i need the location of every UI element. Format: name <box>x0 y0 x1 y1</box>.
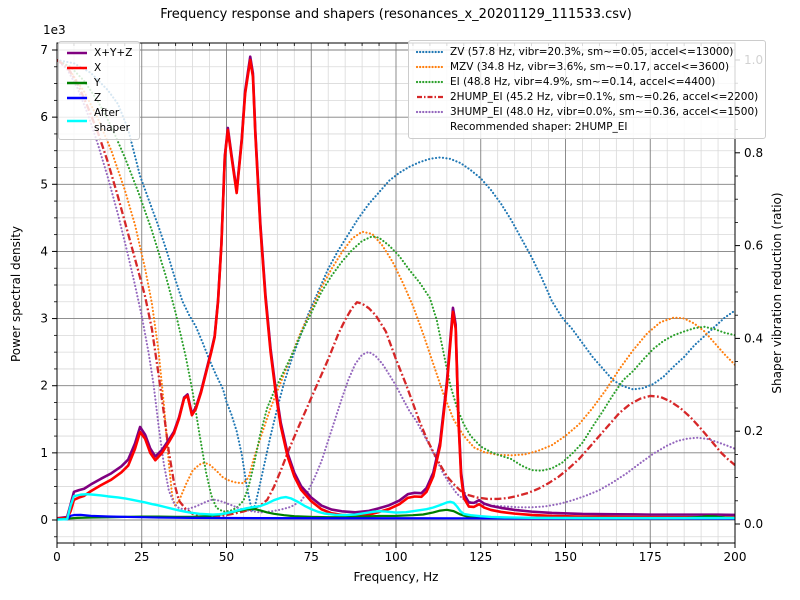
chart-title: Frequency response and shapers (resonanc… <box>160 7 632 22</box>
legend-item: Z <box>66 91 132 106</box>
legend-item: 3HUMP_EI (48.0 Hz, vibr=0.0%, sm~=0.36, … <box>416 105 758 120</box>
y-left-tick-label: 1 <box>40 446 48 460</box>
legend-item-label: Y <box>94 76 101 89</box>
legend-swatch-solid <box>67 119 87 122</box>
x-tick-label: 75 <box>304 550 319 564</box>
x-tick-label: 125 <box>469 550 492 564</box>
legend-swatch-dotted <box>416 51 444 54</box>
legend-item: X+Y+Z <box>66 46 132 61</box>
y-right-tick-label: 0.8 <box>744 146 763 160</box>
legend-item-label: MZV (34.8 Hz, vibr=3.6%, sm~=0.17, accel… <box>450 60 730 73</box>
legend-swatch-solid <box>67 96 87 100</box>
series-hump2 <box>57 59 735 519</box>
x-tick-label: 200 <box>724 550 747 564</box>
legend-swatch-dashdot <box>417 96 443 99</box>
legend-item-label: After shaper <box>94 106 131 134</box>
x-tick-label: 0 <box>53 550 61 564</box>
legend-item-label: 3HUMP_EI (48.0 Hz, vibr=0.0%, sm~=0.36, … <box>450 105 759 118</box>
legend-right: ZV (57.8 Hz, vibr=20.3%, sm~=0.05, accel… <box>408 40 767 140</box>
y-left-tick-label: 4 <box>40 244 48 258</box>
x-tick-label: 100 <box>385 550 408 564</box>
y-left-tick-label: 7 <box>40 43 48 57</box>
legend-item-label: X <box>94 61 102 74</box>
series-x <box>57 58 735 520</box>
y-right-tick-label: 0.0 <box>744 517 763 531</box>
y-left-tick-label: 5 <box>40 177 48 191</box>
legend-item-label: EI (48.8 Hz, vibr=4.9%, sm~=0.14, accel<… <box>450 75 716 88</box>
x-axis-label: Frequency, Hz <box>353 570 439 584</box>
y-left-axis-label: Power spectral density <box>9 225 23 363</box>
legend-swatch-solid <box>67 67 87 70</box>
legend-swatch-dotted <box>416 81 444 84</box>
legend-swatch-solid <box>67 52 87 55</box>
y-left-tick-label: 3 <box>40 312 48 326</box>
legend-item: Y <box>66 76 132 91</box>
y-right-axis-label: Shaper vibration reduction (ratio) <box>770 192 784 394</box>
recommended-shaper-note: Recommended shaper: 2HUMP_EI <box>450 120 628 133</box>
y-left-tick-label: 6 <box>40 110 48 124</box>
y-right-tick-label: 0.6 <box>744 239 763 253</box>
y-left-tick-label: 0 <box>40 513 48 527</box>
legend-item-label: ZV (57.8 Hz, vibr=20.3%, sm~=0.05, accel… <box>450 46 734 58</box>
legend-swatch-dotted <box>416 110 444 114</box>
y-left-tick-label: 2 <box>40 379 48 393</box>
legend-item-label: 2HUMP_EI (45.2 Hz, vibr=0.1%, sm~=0.26, … <box>450 90 759 103</box>
legend-item-label: Z <box>94 91 102 104</box>
legend-swatch-solid <box>67 81 87 85</box>
legend-item: ZV (57.8 Hz, vibr=20.3%, sm~=0.05, accel… <box>416 45 758 60</box>
x-tick-label: 150 <box>554 550 577 564</box>
legend-swatch-dotted <box>416 66 444 69</box>
series-mzv <box>57 58 735 507</box>
x-tick-label: 175 <box>639 550 662 564</box>
series-ei <box>57 58 735 513</box>
series-zv <box>57 58 735 513</box>
x-tick-label: 50 <box>219 550 234 564</box>
legend-item: MZV (34.8 Hz, vibr=3.6%, sm~=0.17, accel… <box>416 60 758 75</box>
legend-item: After shaper <box>66 106 132 136</box>
series-after <box>57 492 735 521</box>
legend-item: 2HUMP_EI (45.2 Hz, vibr=0.1%, sm~=0.26, … <box>416 90 758 105</box>
y-right-tick-label: 0.4 <box>744 331 763 345</box>
y-right-tick-label: 0.2 <box>744 424 763 438</box>
y-left-offset-label: 1e3 <box>43 23 66 37</box>
legend-item-label: X+Y+Z <box>94 47 133 59</box>
legend-item: X <box>66 61 132 76</box>
legend-item: EI (48.8 Hz, vibr=4.9%, sm~=0.14, accel<… <box>416 75 758 90</box>
x-tick-label: 25 <box>134 550 149 564</box>
legend-left: X+Y+Z X Y Z After shaper <box>58 41 141 141</box>
